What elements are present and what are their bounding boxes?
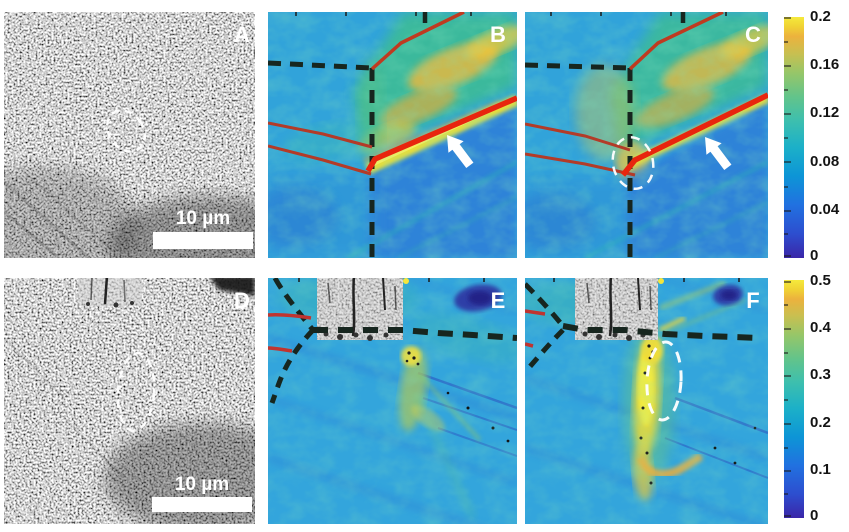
colorbar-bottom-strain [784,280,804,518]
panel-label: D [234,288,250,313]
grain-boundary-dashed-line [525,282,762,372]
scale-bar-label: 10 µm [175,474,229,495]
dashed-ellipse-annotation [611,135,655,191]
axis-tick-marks [295,12,472,16]
scale-bar [152,497,252,512]
cb-tick-label: 0.16 [810,56,840,73]
panel-b: B [268,12,517,258]
red-line-annotations [525,309,546,348]
scale-bar [153,232,253,249]
strain-field-texture [268,12,517,258]
panel-label: E [491,288,506,313]
cb-tick-label: 0.1 [810,461,831,478]
dark-corner-patch [210,278,255,296]
dashed-ellipse-annotation [105,109,147,153]
colorbar-top-strain [784,17,804,258]
panel-d: 10 µm D [4,278,255,524]
panel-label: F [746,288,759,313]
cb-tick-label: 0.5 [810,272,831,289]
cb-tick-label: 0.2 [810,8,831,25]
strain-field-texture [525,278,768,524]
axis-tick-marks [298,278,485,282]
dashed-ellipse-annotation [645,340,683,422]
panel-label: B [490,22,506,47]
grain-boundary-dashed-line [269,278,517,404]
cb-tick-label: 0.4 [810,319,831,336]
panel-e: E [268,278,517,524]
white-arrow-icon [705,137,732,171]
cb-tick-label: 0.2 [810,414,831,431]
scale-bar-label: 10 µm [176,208,230,229]
cb-tick-label: 0 [810,247,819,264]
panel-f: F [525,278,768,524]
dashed-ellipse-annotation [116,351,156,433]
red-line-annotations [525,12,768,177]
cb-tick-label: 0.3 [810,366,831,383]
bright-spot [658,278,664,284]
indent-marker [78,278,142,308]
axis-tick-marks [553,278,740,282]
axis-tick-marks [550,12,727,16]
sem-texture [4,12,255,258]
strain-field-texture [525,12,768,258]
cb-tick-label: 0.12 [810,104,840,121]
dark-contamination-patch [713,284,743,306]
panel-label: C [745,22,761,47]
bright-spot [403,278,409,284]
panel-label: A [234,22,250,47]
cb-tick-label: 0.08 [810,153,840,170]
cb-tick-label: 0 [810,507,819,524]
red-line-annotations [268,313,312,353]
cb-tick-label: 0.04 [810,201,840,218]
panel-a: 10 µm A [4,12,255,258]
white-arrow-icon [447,135,474,169]
inset-micrograph [317,278,403,341]
red-line-annotations [268,12,517,176]
dark-contamination-patch [454,284,502,312]
panel-c: C [525,12,768,258]
